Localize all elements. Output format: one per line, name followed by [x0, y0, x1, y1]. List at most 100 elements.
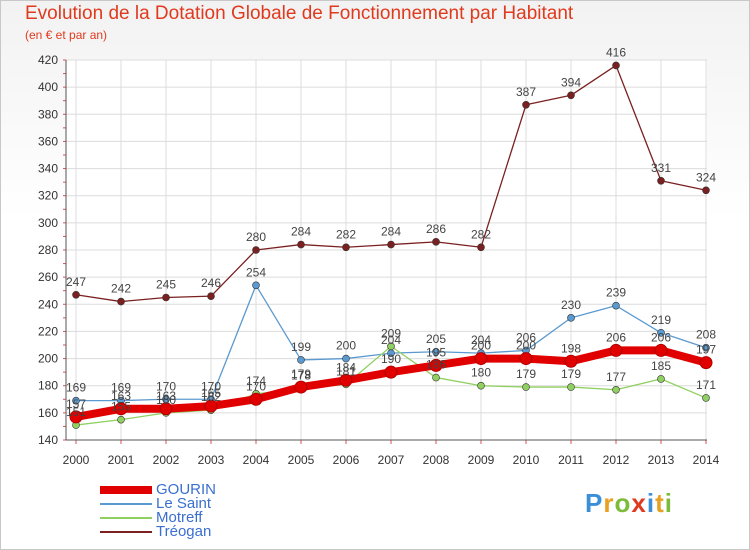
data-label: 155 [111, 400, 131, 414]
data-point [72, 290, 80, 299]
legend-swatch [100, 531, 152, 533]
data-point [432, 373, 440, 382]
data-label: 179 [516, 367, 536, 381]
data-point [429, 358, 443, 372]
y-tick-label: 380 [38, 107, 58, 121]
data-point [162, 293, 170, 302]
data-point [702, 186, 710, 195]
y-tick-label: 260 [38, 270, 58, 284]
data-label: 205 [426, 332, 446, 346]
data-label: 199 [291, 340, 311, 354]
data-point [657, 176, 665, 185]
data-label: 197 [696, 343, 716, 357]
logo-letter: t [655, 488, 665, 518]
data-label: 165 [201, 386, 221, 400]
data-point [72, 396, 80, 405]
data-point [567, 91, 575, 100]
data-point [342, 243, 350, 252]
data-label: 179 [561, 367, 581, 381]
data-label: 280 [246, 230, 266, 244]
axis-layer: 140 160 180 200 220 240 260 280 300 320 340 360 380 4… [38, 53, 720, 467]
data-label: 324 [696, 170, 716, 184]
data-label: 170 [156, 379, 176, 393]
data-point [384, 365, 398, 379]
data-point [387, 342, 395, 351]
data-label: 163 [156, 389, 176, 403]
x-tick-label: 2007 [378, 453, 405, 467]
data-label: 163 [111, 389, 131, 403]
data-point [702, 394, 710, 402]
legend-label: GOURIN [156, 481, 216, 498]
data-label: 230 [561, 298, 581, 312]
chart-subtitle: (en € et par an) [25, 28, 108, 42]
data-label: 184 [336, 360, 356, 374]
data-point [207, 292, 215, 300]
data-label: 246 [201, 276, 221, 290]
x-tick-label: 2011 [558, 453, 584, 467]
data-label: 416 [606, 45, 626, 59]
data-label: 245 [156, 278, 176, 292]
logo-letter: i [664, 488, 673, 518]
data-point [654, 343, 668, 357]
data-label: 185 [651, 359, 671, 373]
data-point [612, 61, 620, 70]
data-label: 186 [426, 358, 446, 372]
data-point [657, 328, 665, 337]
data-label: 206 [651, 330, 671, 344]
y-tick-label: 220 [38, 324, 58, 338]
x-tick-label: 2003 [198, 453, 225, 467]
data-point [432, 238, 440, 246]
data-point [522, 383, 530, 391]
x-tick-label: 2002 [153, 453, 180, 467]
data-label: 195 [426, 345, 446, 359]
y-tick-label: 200 [38, 352, 58, 366]
data-label: 169 [111, 381, 131, 395]
legend-swatch [100, 486, 152, 494]
x-tick-label: 2010 [513, 453, 540, 467]
data-label: 169 [66, 381, 86, 395]
data-label: 284 [381, 225, 401, 239]
data-label: 254 [246, 265, 266, 279]
data-label: 198 [561, 341, 581, 355]
x-tick-label: 2000 [63, 453, 90, 467]
data-point [69, 410, 83, 424]
logo-letter: P [585, 488, 604, 518]
legend-swatch [100, 503, 152, 505]
data-label-layer: 247 242 245 246 280 284 282 284 286 282 387 394 416 3… [66, 45, 716, 419]
data-point [522, 100, 530, 109]
data-point [474, 352, 488, 366]
x-tick-label: 2006 [333, 453, 360, 467]
y-tick-label: 140 [38, 433, 58, 447]
data-label: 206 [606, 330, 626, 344]
data-point [477, 243, 485, 252]
data-point [159, 402, 173, 416]
data-point [519, 352, 533, 366]
legend-label: Le Saint [156, 495, 212, 512]
data-label: 170 [201, 379, 221, 393]
y-tick-label: 420 [38, 53, 58, 67]
logo-letter: x [631, 488, 647, 518]
data-label: 181 [336, 364, 356, 378]
x-tick-label: 2009 [468, 453, 495, 467]
x-tick-label: 2013 [648, 453, 675, 467]
data-point [657, 375, 665, 383]
x-tick-label: 2005 [288, 453, 315, 467]
data-point [477, 381, 485, 390]
data-point [342, 354, 350, 363]
chart-title: Evolution de la Dotation Globale de Fonc… [25, 3, 574, 24]
logo-letter: i [646, 488, 656, 518]
data-point [612, 385, 620, 394]
data-point [612, 301, 620, 310]
data-point [702, 343, 710, 352]
data-label: 239 [606, 286, 626, 300]
data-point [114, 402, 128, 416]
legend-label: Tréogan [156, 523, 212, 540]
data-label: 151 [66, 405, 86, 419]
x-tick-label: 2004 [243, 453, 270, 467]
data-label: 174 [246, 374, 266, 388]
y-tick-label: 400 [38, 80, 58, 94]
data-point [567, 383, 575, 391]
data-label: 178 [291, 368, 311, 382]
data-point [204, 399, 218, 413]
